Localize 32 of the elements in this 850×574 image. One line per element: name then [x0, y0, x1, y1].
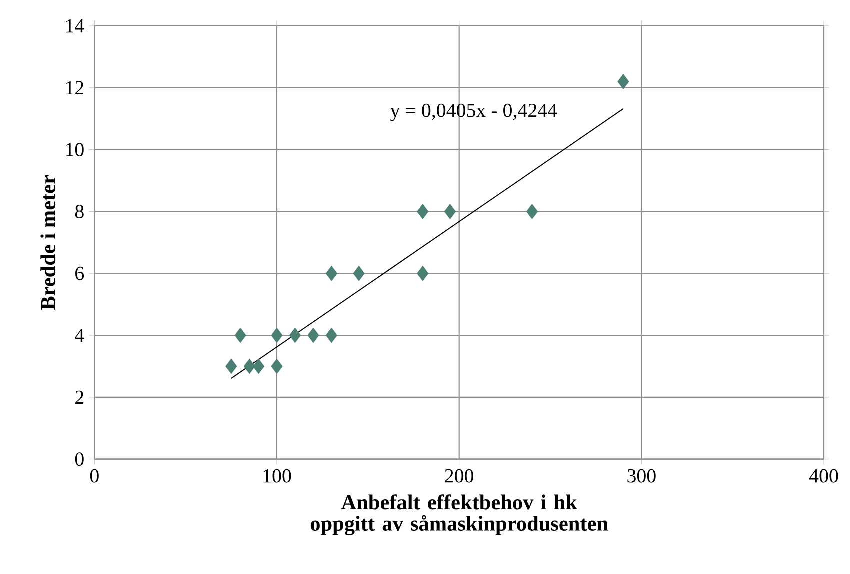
x-tick-label: 0 [90, 469, 99, 483]
y-tick-label: 6 [76, 266, 84, 280]
x-tick-label: 300 [628, 469, 656, 483]
point [289, 328, 301, 344]
x-tick-label: 400 [809, 469, 838, 483]
point [308, 328, 320, 344]
y-tick-label: 8 [75, 204, 84, 218]
y-tick-label: 0 [75, 452, 84, 466]
point [417, 266, 429, 282]
x-axis-title: Anbefalt effektbehov i hk oppgitt av såmaskinprodusenten [310, 494, 608, 536]
point [526, 204, 538, 220]
y-tick-label: 10 [66, 143, 84, 157]
point [244, 358, 256, 374]
x-tick-label: 100 [264, 469, 292, 483]
x-tick-label: 200 [445, 469, 474, 483]
y-axis-title: Bredde i meter [40, 175, 56, 310]
point [234, 328, 246, 344]
point [417, 204, 429, 220]
point [444, 204, 456, 220]
annotation: y = 0,0405x - 0,4244 [390, 104, 558, 122]
y-tick-label: 14 [66, 19, 84, 33]
point [326, 266, 338, 282]
point [271, 328, 283, 344]
y-tick-label: 4 [75, 328, 84, 342]
point [271, 358, 283, 374]
point [353, 266, 365, 282]
point [618, 74, 630, 90]
y-tick-label: 2 [76, 390, 84, 404]
point [326, 328, 338, 344]
point [226, 358, 238, 374]
point [253, 358, 265, 374]
y-tick-label: 12 [66, 81, 84, 94]
